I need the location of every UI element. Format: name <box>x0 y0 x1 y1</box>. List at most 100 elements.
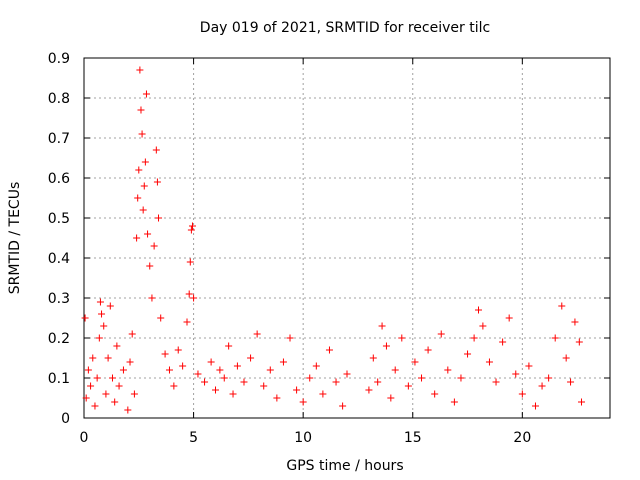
y-tick-label: 0.3 <box>48 291 70 307</box>
y-tick-label: 0.5 <box>48 211 70 227</box>
data-point <box>253 330 261 338</box>
x-tick-label: 20 <box>513 430 531 446</box>
data-point <box>464 350 472 358</box>
data-point <box>220 374 228 382</box>
data-point <box>531 402 539 410</box>
data-point <box>111 398 119 406</box>
data-point <box>279 358 287 366</box>
data-point <box>431 390 439 398</box>
data-point <box>102 390 110 398</box>
data-point <box>100 322 108 330</box>
data-point <box>378 322 386 330</box>
y-tick-label: 0.2 <box>48 331 70 347</box>
data-point <box>194 370 202 378</box>
data-point <box>144 230 152 238</box>
data-point <box>95 334 103 342</box>
data-point <box>369 354 377 362</box>
data-point <box>551 334 559 342</box>
data-point <box>141 158 149 166</box>
data-point <box>562 354 570 362</box>
data-point <box>142 90 150 98</box>
data-point <box>115 382 123 390</box>
data-point <box>332 378 340 386</box>
data-point <box>339 402 347 410</box>
data-point <box>578 398 586 406</box>
data-point <box>201 378 209 386</box>
data-point <box>188 222 196 230</box>
data-point <box>216 366 224 374</box>
data-point <box>113 342 121 350</box>
data-point <box>134 194 142 202</box>
axis-ticks: 0 0.1 0.2 0.3 0.4 0.5 0.6 0.7 0.8 0.9 0 5 10 15 20 <box>48 51 610 446</box>
data-point <box>106 302 114 310</box>
data-point <box>266 366 274 374</box>
data-point <box>319 390 327 398</box>
data-point <box>165 366 173 374</box>
data-point <box>212 386 219 394</box>
data-point <box>135 166 143 174</box>
data-point <box>174 346 182 354</box>
data-point <box>525 362 533 370</box>
data-point <box>170 382 178 390</box>
data-point <box>108 374 116 382</box>
y-tick-label: 0.8 <box>48 91 70 107</box>
data-point <box>398 334 406 342</box>
data-point <box>567 378 575 386</box>
data-point <box>411 358 419 366</box>
x-tick-label: 5 <box>189 430 198 446</box>
data-point <box>479 322 487 330</box>
data-point <box>299 398 307 406</box>
plot-frame <box>83 57 611 419</box>
data-point <box>518 390 526 398</box>
data-point <box>96 298 104 306</box>
data-point <box>91 402 99 410</box>
chart-title: Day 019 of 2021, SRMTID for receiver til… <box>200 20 490 36</box>
data-point <box>286 334 294 342</box>
data-point <box>124 406 132 414</box>
data-point <box>240 378 248 386</box>
data-point <box>190 294 198 302</box>
data-point <box>187 226 195 234</box>
data-point <box>571 318 579 326</box>
data-point <box>450 398 458 406</box>
data-point <box>207 358 215 366</box>
data-point <box>133 234 141 242</box>
data-point <box>153 178 161 186</box>
data-point <box>126 358 134 366</box>
data-point <box>437 330 445 338</box>
data-point <box>150 242 158 250</box>
x-tick-label: 15 <box>404 430 422 446</box>
data-point <box>293 386 301 394</box>
data-point <box>343 370 351 378</box>
data-point <box>229 390 237 398</box>
data-point <box>87 382 95 390</box>
data-point <box>157 314 165 322</box>
data-point <box>128 330 136 338</box>
data-point <box>82 394 90 402</box>
data-point <box>148 294 156 302</box>
data-point <box>155 214 163 222</box>
data-point <box>374 378 382 386</box>
y-tick-label: 0.1 <box>48 371 70 387</box>
data-point <box>81 314 89 322</box>
data-point <box>119 366 127 374</box>
y-tick-label: 0.9 <box>48 51 70 67</box>
data-point <box>247 354 255 362</box>
data-point <box>499 338 507 346</box>
data-point <box>505 314 513 322</box>
data-point <box>470 334 478 342</box>
data-point <box>512 370 520 378</box>
data-point <box>418 374 426 382</box>
data-point <box>130 390 138 398</box>
data-point <box>391 366 399 374</box>
data-point <box>186 258 194 266</box>
data-point <box>161 350 169 358</box>
data-point <box>475 306 482 314</box>
data-point <box>325 346 333 354</box>
data-point <box>444 366 452 374</box>
data-point <box>93 374 101 382</box>
data-point <box>225 342 233 350</box>
data-point <box>104 354 112 362</box>
data-point <box>84 366 92 374</box>
